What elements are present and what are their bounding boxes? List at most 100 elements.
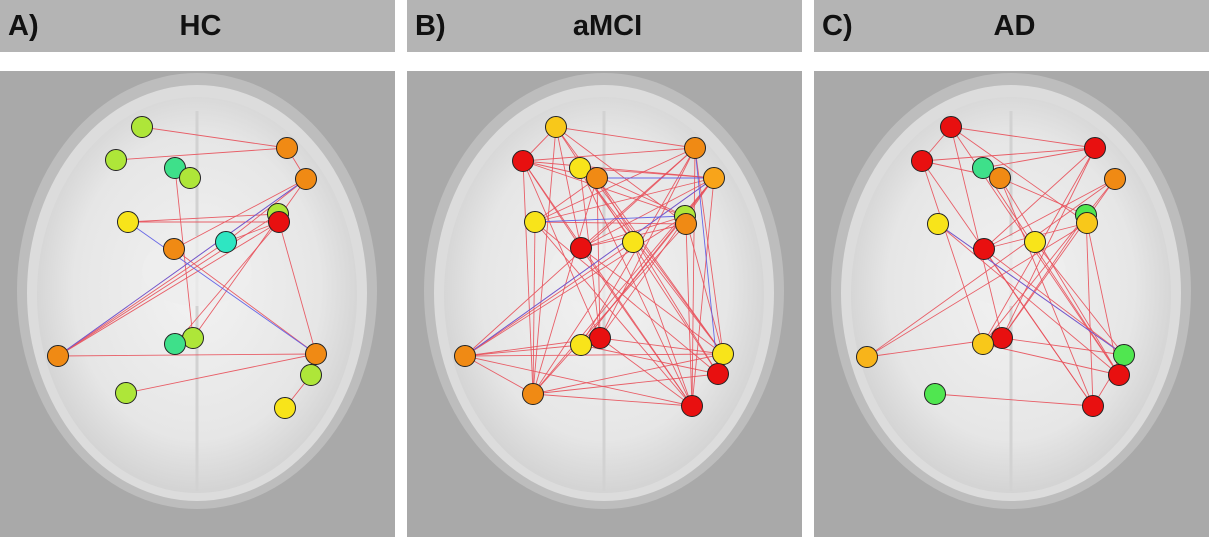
network-node (512, 150, 534, 172)
connection-edge (57, 241, 227, 357)
connectivity-network (407, 71, 802, 537)
connection-edge (921, 147, 1096, 162)
connection-edge (950, 126, 1003, 339)
connection-edge (982, 167, 1120, 376)
network-node (856, 346, 878, 368)
connection-edge (464, 344, 582, 357)
network-node (454, 345, 476, 367)
connection-edge (1001, 178, 1116, 339)
network-node (524, 211, 546, 233)
connection-edge (866, 222, 1088, 358)
network-node (545, 116, 567, 138)
connection-edge (532, 221, 536, 395)
network-node (215, 231, 237, 253)
network-node (927, 213, 949, 235)
connectivity-network (0, 71, 395, 537)
connection-edge (580, 247, 693, 407)
panel-letter: A) (8, 10, 39, 42)
network-node (105, 149, 127, 171)
connection-edge (599, 337, 724, 355)
connection-edge (522, 160, 582, 249)
panel-header: B) aMCI (407, 0, 802, 52)
connection-edge (278, 221, 317, 355)
connection-edge-negative (534, 215, 686, 223)
connection-edge (532, 241, 634, 395)
connection-edge (534, 177, 598, 223)
panel-letter: B) (415, 10, 446, 42)
brain-scan (407, 71, 802, 537)
connection-edge (464, 241, 634, 357)
network-node (268, 211, 290, 233)
connection-edge (141, 126, 288, 149)
connection-edge (982, 147, 1096, 169)
network-node (1084, 137, 1106, 159)
brain-scan (0, 71, 395, 537)
network-node (1082, 395, 1104, 417)
connection-edge (950, 126, 1088, 224)
panel-title: aMCI (572, 10, 643, 42)
network-node (622, 231, 644, 253)
connection-edge (599, 177, 715, 339)
connection-edge (599, 337, 693, 407)
connection-edge (934, 393, 1094, 407)
network-node (522, 383, 544, 405)
network-node (274, 397, 296, 419)
connection-edge (1086, 222, 1120, 376)
connection-edge (125, 353, 317, 394)
network-node (163, 238, 185, 260)
connection-edge (225, 178, 307, 243)
connection-edge (532, 353, 724, 395)
panel-hc: A) HC (0, 0, 395, 537)
connection-edge (555, 126, 582, 249)
network-node (972, 157, 994, 179)
connection-edge (691, 177, 715, 407)
connection-edge (522, 160, 715, 179)
connection-edge (1034, 241, 1125, 356)
network-node (940, 116, 962, 138)
network-node (703, 167, 725, 189)
connection-edge (596, 177, 601, 339)
connection-edge (632, 241, 693, 407)
network-node (47, 345, 69, 367)
connection-edge (464, 355, 534, 395)
connection-edge (534, 221, 693, 407)
connection-edge (596, 177, 724, 355)
connection-edge (1001, 147, 1096, 339)
connection-edge (115, 147, 288, 161)
connection-edge (580, 247, 724, 355)
connection-edge-negative (694, 147, 719, 375)
connection-edge (1085, 214, 1094, 407)
network-node (117, 211, 139, 233)
network-node (1024, 231, 1046, 253)
connection-edge (555, 126, 696, 149)
panel-header: A) HC (0, 0, 395, 52)
panel-header: C) AD (814, 0, 1209, 52)
network-node (1113, 344, 1135, 366)
connection-edge (579, 167, 724, 355)
panel-letter: C) (822, 10, 853, 42)
connection-edge (982, 343, 1120, 376)
network-node (911, 150, 933, 172)
connection-edge (57, 353, 317, 357)
connectivity-network (814, 71, 1209, 537)
connection-edge (983, 147, 1096, 250)
connection-edge (694, 147, 724, 355)
network-node (972, 333, 994, 355)
network-node (1104, 168, 1126, 190)
network-node (681, 395, 703, 417)
connection-edge (999, 177, 1120, 376)
connection-edge (57, 221, 280, 357)
network-node (276, 137, 298, 159)
connection-edge (534, 221, 719, 375)
connection-edge (999, 177, 1094, 407)
network-node (570, 334, 592, 356)
network-node (570, 237, 592, 259)
network-node (712, 343, 734, 365)
connection-edge (522, 147, 696, 162)
connection-edge (532, 393, 693, 407)
network-node (115, 382, 137, 404)
network-node (924, 383, 946, 405)
network-node (675, 213, 697, 235)
network-node (684, 137, 706, 159)
connection-edge-negative (464, 177, 715, 357)
